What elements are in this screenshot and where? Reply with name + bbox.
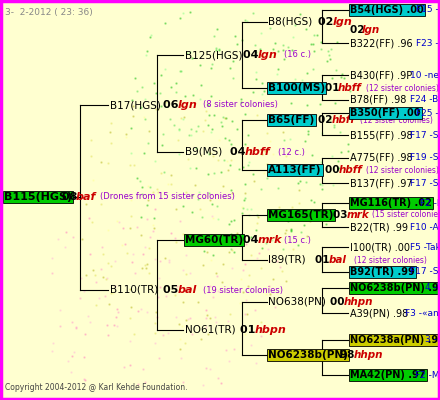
Text: (16 c.): (16 c.) [284, 50, 311, 60]
Text: 08: 08 [62, 192, 81, 202]
Text: F19 -Sinop62R: F19 -Sinop62R [410, 154, 440, 162]
Text: lgn: lgn [362, 25, 380, 35]
Text: B78(FF) .98: B78(FF) .98 [350, 95, 407, 105]
Text: (19 sister colonies): (19 sister colonies) [203, 286, 283, 294]
Text: hhpn: hhpn [354, 350, 384, 360]
Text: lgn: lgn [178, 100, 198, 110]
Text: B54(HGS) .00: B54(HGS) .00 [350, 5, 424, 15]
Text: lgn: lgn [333, 17, 353, 27]
Text: F2 -MG00R: F2 -MG00R [420, 198, 440, 208]
Text: B430(FF) .9P: B430(FF) .9P [350, 70, 412, 80]
Text: B17(HGS): B17(HGS) [110, 100, 161, 110]
Text: MA42(PN) .97: MA42(PN) .97 [350, 370, 425, 380]
Text: B100(MS): B100(MS) [268, 83, 325, 93]
Text: (12 c.): (12 c.) [278, 148, 305, 156]
Text: bal: bal [329, 255, 347, 265]
Text: baf: baf [76, 192, 96, 202]
Text: 3-  2-2012 ( 23: 36): 3- 2-2012 ( 23: 36) [5, 8, 93, 17]
Text: F17 -Sinop62R: F17 -Sinop62R [410, 268, 440, 276]
Text: hbff: hbff [245, 147, 271, 157]
Text: B9(MS): B9(MS) [185, 147, 222, 157]
Text: B8(HGS): B8(HGS) [268, 17, 312, 27]
Text: B92(TR) .99: B92(TR) .99 [350, 267, 415, 277]
Text: NO6238b(PN): NO6238b(PN) [268, 350, 348, 360]
Text: (15 sister colonies): (15 sister colonies) [372, 210, 440, 220]
Text: mrk: mrk [347, 210, 370, 220]
Text: (8 sister colonies): (8 sister colonies) [203, 100, 278, 110]
Text: 10 -new buckfast: 10 -new buckfast [410, 70, 440, 80]
Text: 4 -NO6294R: 4 -NO6294R [425, 284, 440, 292]
Text: F15 -Sinop72R: F15 -Sinop72R [416, 6, 440, 14]
Text: (Drones from 15 sister colonies): (Drones from 15 sister colonies) [100, 192, 235, 202]
Text: hbpn: hbpn [255, 325, 287, 335]
Text: Copyright 2004-2012 @ Karl Kehde Foundation.: Copyright 2004-2012 @ Karl Kehde Foundat… [5, 383, 187, 392]
Text: bal: bal [178, 285, 198, 295]
Text: NO61(TR): NO61(TR) [185, 325, 236, 335]
Text: B125(HGS): B125(HGS) [185, 50, 242, 60]
Text: (12 sister colonies): (12 sister colonies) [360, 116, 433, 124]
Text: 00: 00 [330, 297, 348, 307]
Text: (12 sister colonies): (12 sister colonies) [366, 166, 439, 174]
Text: 02: 02 [318, 17, 337, 27]
Text: mrk: mrk [258, 235, 282, 245]
Text: B155(FF) .98: B155(FF) .98 [350, 130, 413, 140]
Text: 01: 01 [325, 83, 343, 93]
Text: B322(FF) .96: B322(FF) .96 [350, 38, 413, 48]
Text: (12 sister colonies): (12 sister colonies) [366, 84, 439, 92]
Text: F17 -Sinop62R: F17 -Sinop62R [410, 130, 440, 140]
Text: I89(TR): I89(TR) [268, 255, 306, 265]
Text: I100(TR) .00: I100(TR) .00 [350, 242, 410, 252]
Text: F25 -B-xcr43: F25 -B-xcr43 [416, 108, 440, 118]
Text: 02: 02 [318, 115, 336, 125]
Text: F24 -B-xcr43: F24 -B-xcr43 [410, 96, 440, 104]
Text: 01: 01 [315, 255, 333, 265]
Text: 04: 04 [243, 50, 262, 60]
Text: 98: 98 [340, 350, 358, 360]
Text: MG60(TR): MG60(TR) [185, 235, 243, 245]
Text: B110(TR): B110(TR) [110, 285, 158, 295]
Text: NO6238a(PN) .9P: NO6238a(PN) .9P [350, 335, 440, 345]
Text: (15 c.): (15 c.) [284, 236, 311, 244]
Text: F3 -«ankiri96R: F3 -«ankiri96R [405, 308, 440, 318]
Text: 04: 04 [243, 235, 262, 245]
Text: 06: 06 [163, 100, 182, 110]
Text: F23 -B-xcr43: F23 -B-xcr43 [416, 38, 440, 48]
Text: 3 -NO6294R: 3 -NO6294R [425, 336, 440, 344]
Text: 02: 02 [350, 25, 368, 35]
Text: B65(FF): B65(FF) [268, 115, 314, 125]
Text: F17 -Sinop62R: F17 -Sinop62R [410, 178, 440, 188]
Text: (12 sister colonies): (12 sister colonies) [354, 256, 427, 264]
Text: 03: 03 [333, 210, 351, 220]
Text: lgn: lgn [258, 50, 278, 60]
Text: F10 -Atlas85R: F10 -Atlas85R [410, 222, 440, 232]
Text: A775(FF) .98: A775(FF) .98 [350, 153, 413, 163]
Text: F5 -Takab93aR: F5 -Takab93aR [410, 242, 440, 252]
Text: hbff: hbff [332, 115, 356, 125]
Text: NO638(PN): NO638(PN) [268, 297, 326, 307]
Text: B350(FF) .00: B350(FF) .00 [350, 108, 421, 118]
Text: MG165(TR): MG165(TR) [268, 210, 334, 220]
Text: F2 -Maced95R: F2 -Maced95R [415, 370, 440, 380]
Text: NO6238b(PN) .9P: NO6238b(PN) .9P [350, 283, 440, 293]
Text: hbff: hbff [338, 83, 362, 93]
Text: 04: 04 [230, 147, 249, 157]
Text: 00: 00 [325, 165, 343, 175]
Text: hbff: hbff [339, 165, 363, 175]
Text: A113(FF): A113(FF) [268, 165, 322, 175]
Text: 05: 05 [163, 285, 182, 295]
Text: B137(FF) .97: B137(FF) .97 [350, 178, 413, 188]
Text: MG116(TR) .02: MG116(TR) .02 [350, 198, 432, 208]
Text: B22(TR) .99: B22(TR) .99 [350, 222, 408, 232]
Text: 01: 01 [240, 325, 259, 335]
Text: hhpn: hhpn [344, 297, 374, 307]
Text: B115(HGS): B115(HGS) [4, 192, 72, 202]
Text: A39(PN) .98: A39(PN) .98 [350, 308, 408, 318]
